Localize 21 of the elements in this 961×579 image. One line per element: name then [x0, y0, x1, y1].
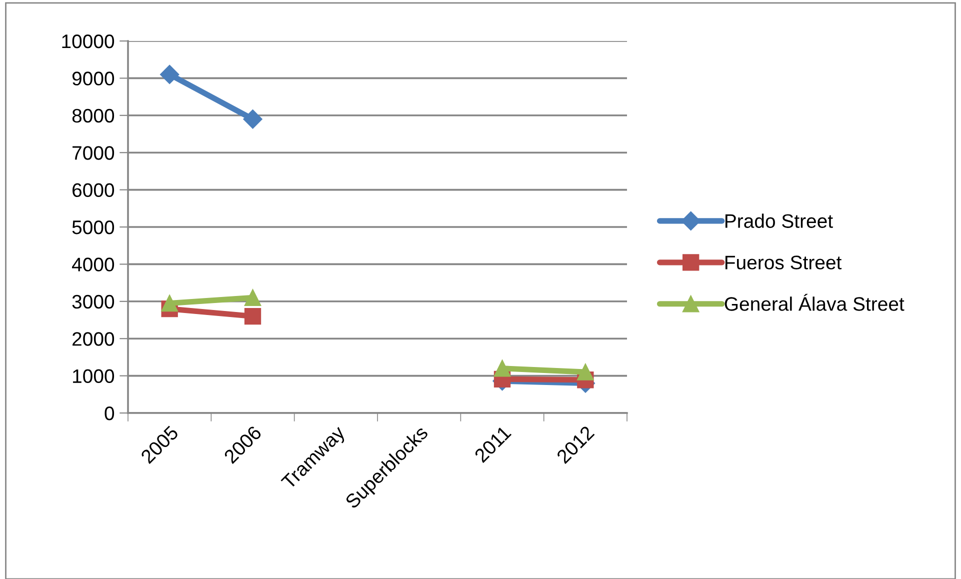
y-tick-label: 1000 [73, 369, 114, 384]
point [160, 64, 180, 84]
point [494, 360, 511, 377]
y-tick-label: 2000 [72, 332, 114, 346]
point [577, 364, 594, 380]
y-tick-label: 5000 [72, 220, 114, 234]
point [244, 289, 262, 306]
y-tick-label: 6000 [72, 183, 114, 198]
legend-label: Fueros Street [725, 256, 842, 270]
point [244, 308, 262, 325]
point [161, 294, 178, 312]
point [243, 110, 262, 129]
legend-label: Prado Street [725, 214, 833, 228]
y-tick-label: 7000 [72, 146, 114, 160]
y-tick-label: 10000 [62, 34, 114, 48]
y-tick-label: 0 [104, 406, 114, 420]
legend-label: General Álava Street [724, 294, 904, 311]
y-tick-label: 8000 [72, 108, 114, 123]
y-tick-label: 4000 [72, 258, 114, 272]
y-tick-label: 3000 [72, 294, 114, 309]
y-tick-label: 9000 [72, 72, 114, 86]
